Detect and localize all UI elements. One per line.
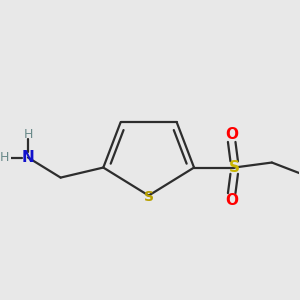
Text: O: O bbox=[225, 128, 238, 142]
Text: S: S bbox=[144, 190, 154, 204]
Text: O: O bbox=[225, 193, 238, 208]
Text: H: H bbox=[23, 128, 33, 141]
Text: N: N bbox=[22, 150, 34, 165]
Text: H: H bbox=[0, 151, 9, 164]
Text: S: S bbox=[229, 160, 240, 175]
